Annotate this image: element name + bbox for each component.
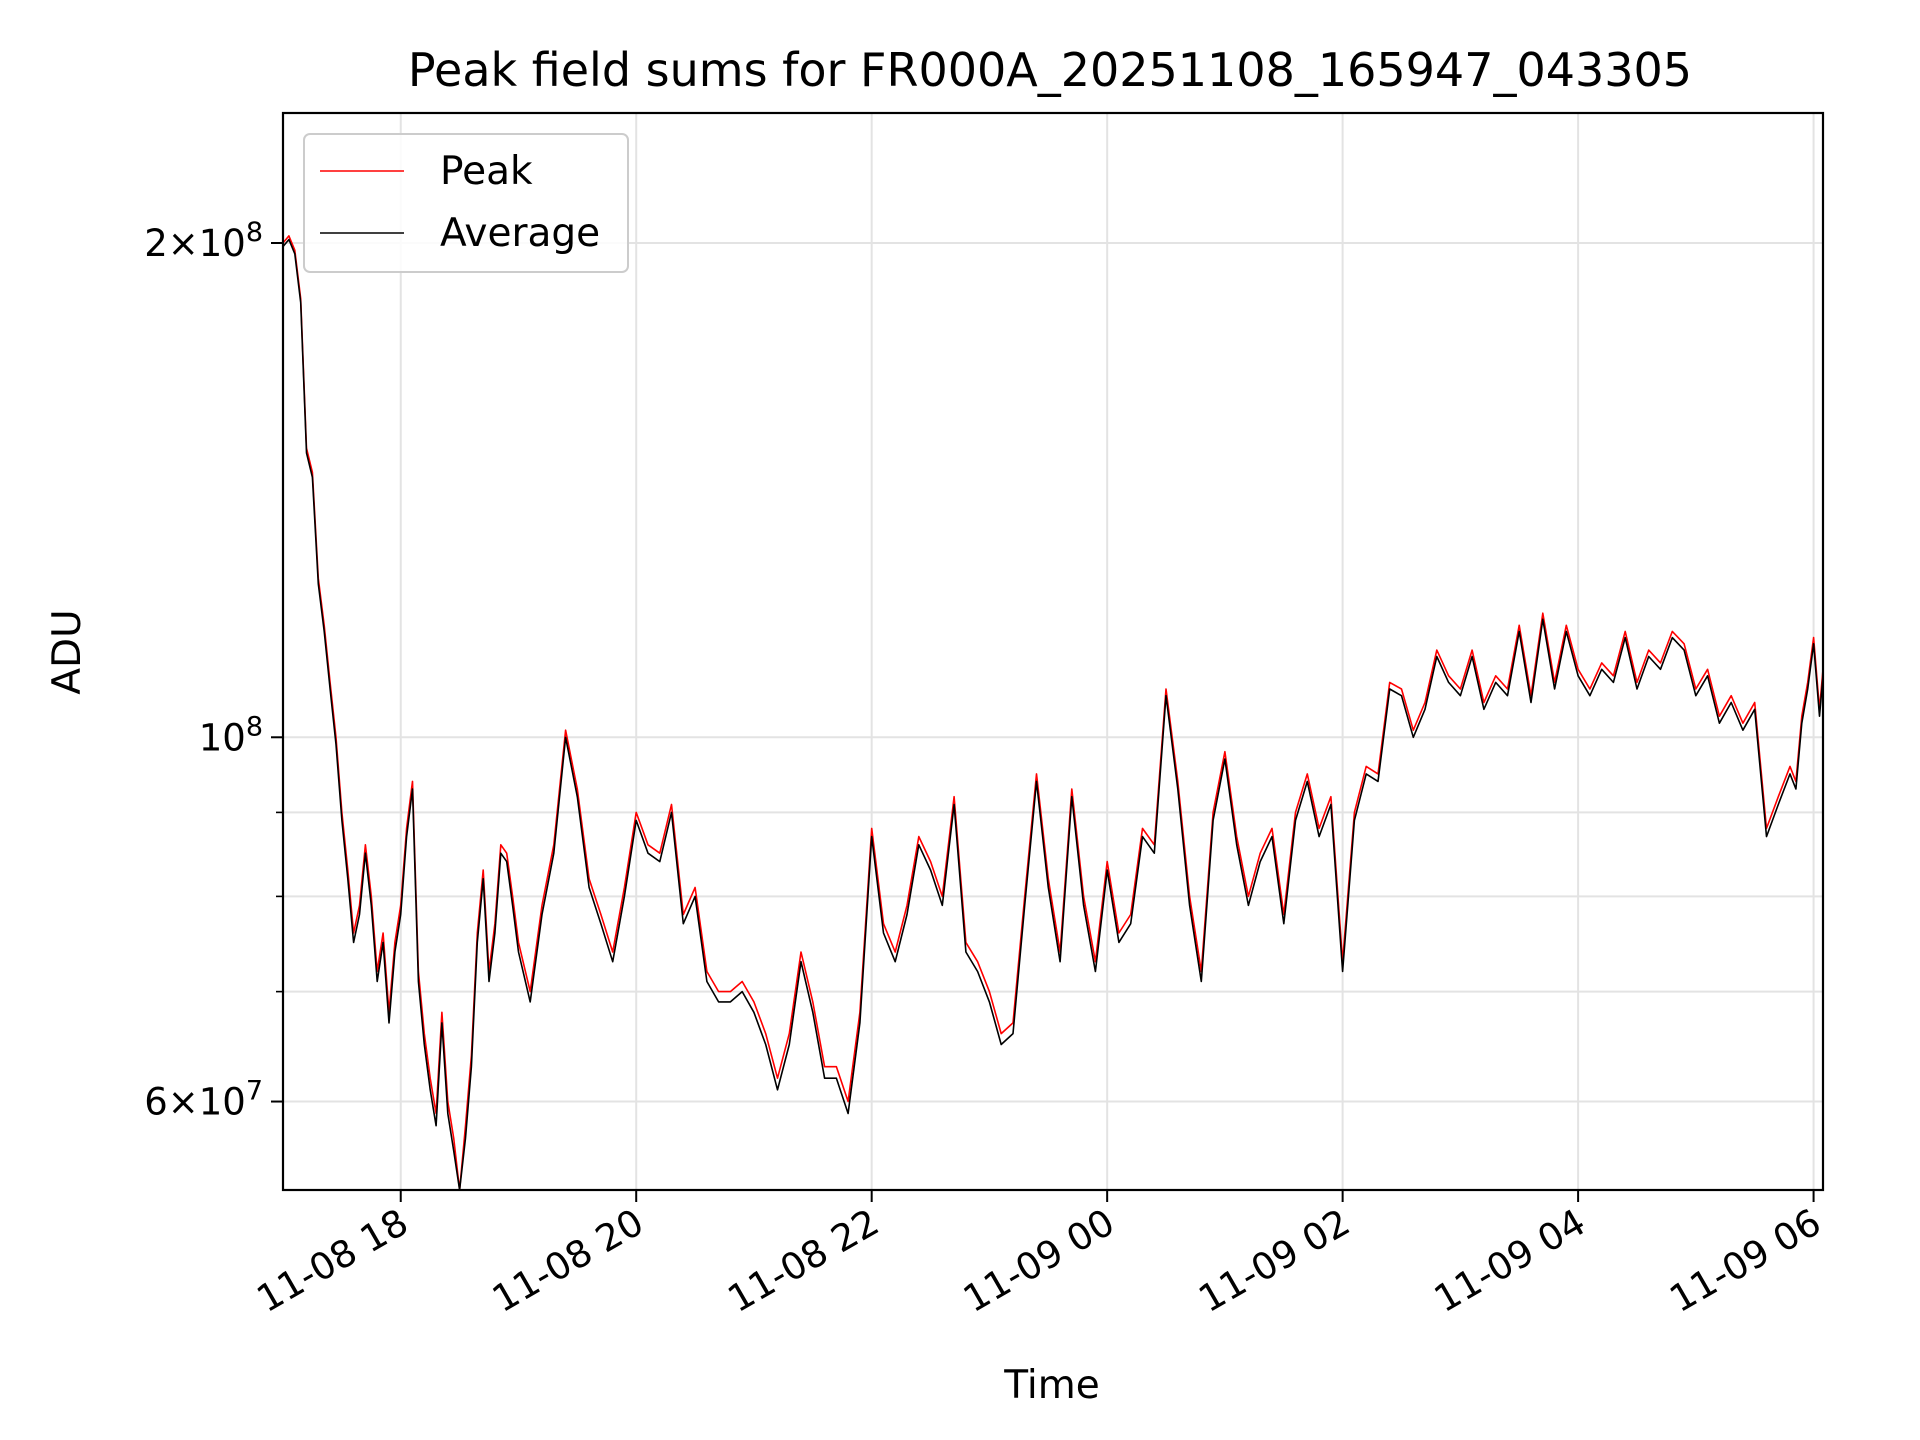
series-line-average xyxy=(282,238,1824,1191)
x-axis-label: Time xyxy=(1003,1363,1099,1408)
chart-title: Peak field sums for FR000A_20251108_1659… xyxy=(408,43,1692,97)
legend: Peak Average xyxy=(303,133,629,273)
legend-box xyxy=(303,133,629,273)
y-axis-label: ADU xyxy=(45,609,90,694)
plot-area-frame xyxy=(281,111,1825,1192)
grid xyxy=(283,113,1823,1190)
series-layer xyxy=(282,235,1824,1191)
y-tick-label-1: 108 xyxy=(199,711,263,759)
y-tick-label-0: 6×107 xyxy=(144,1076,263,1124)
legend-label-average: Average xyxy=(440,211,600,256)
legend-label-peak: Peak xyxy=(440,149,533,194)
y-tick-label-2: 2×108 xyxy=(144,217,263,265)
series-line-peak xyxy=(282,235,1824,1191)
y-axis-ticks: 6×107 108 2×108 xyxy=(144,217,283,1124)
